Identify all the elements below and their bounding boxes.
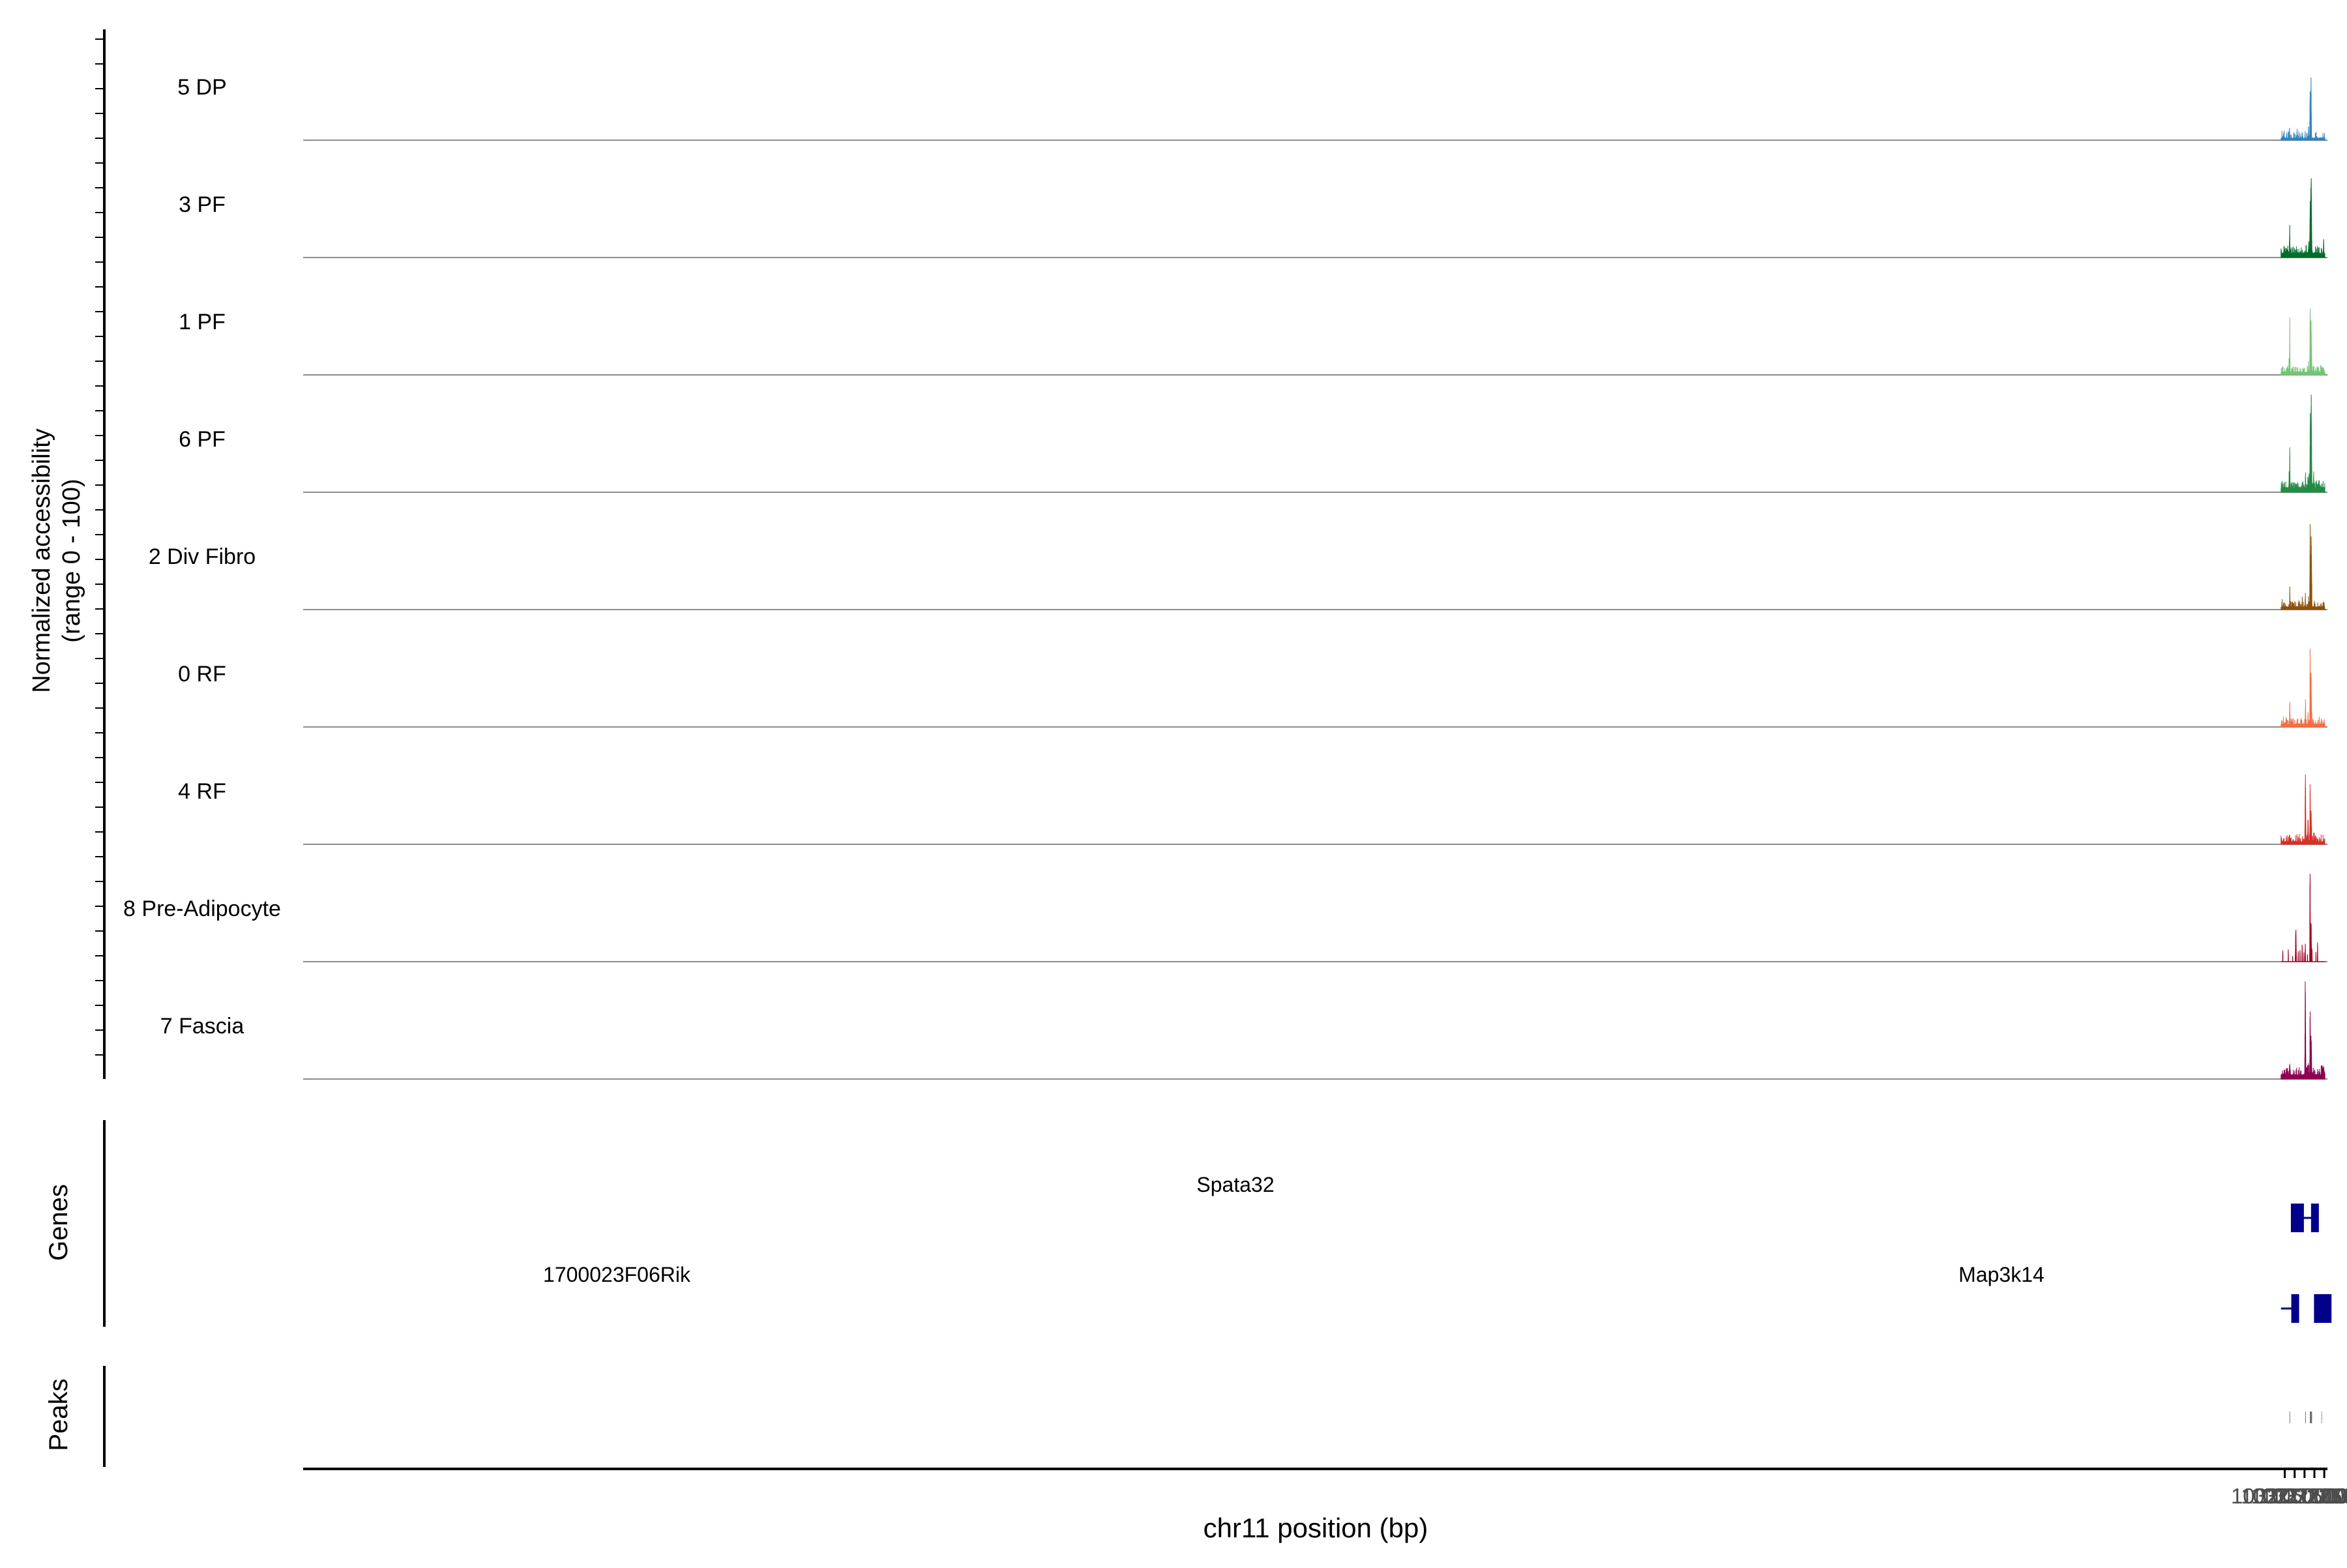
gene-label: 1700023F06Rik <box>543 1263 691 1286</box>
gene-spata32: Spata32 <box>1196 1173 2319 1232</box>
track-0-rf: 0 RF <box>178 649 2327 728</box>
peak-region <box>2310 1412 2312 1423</box>
x-tick-label: 103210000 <box>2241 1484 2347 1508</box>
x-tick-label: 103215000 <box>2251 1484 2347 1508</box>
exon-block <box>2295 1204 2304 1232</box>
gene-label: Map3k14 <box>1958 1263 2044 1286</box>
coverage-area <box>2281 649 2325 728</box>
exon-block <box>2324 1294 2332 1323</box>
x-axis: 1032050001032100001032150001032200001032… <box>303 1468 2347 1508</box>
x-tick-label: 103225000 <box>2271 1484 2347 1508</box>
coverage-area <box>2281 77 2325 141</box>
x-tick-label: 103220000 <box>2260 1484 2347 1508</box>
x-tick-label: 103205000 <box>2231 1484 2339 1508</box>
track-2-div-fibro: 2 Div Fibro <box>149 524 2327 610</box>
coverage-area <box>2281 308 2325 376</box>
track-1-pf: 1 PF <box>179 308 2327 376</box>
track-8-pre-adipocyte: 8 Pre-Adipocyte <box>123 874 2327 962</box>
coverage-tracks: 5 DP 3 PF 1 PF 6 PF 2 Div Fibro 0 RF 4 RF 8 Pre… <box>95 29 2327 1080</box>
track-label: 2 Div Fibro <box>149 544 256 569</box>
track-label: 7 Fascia <box>160 1014 244 1039</box>
gene-1700023f06rik: 1700023F06Rik <box>543 1263 2299 1323</box>
track-label: 0 RF <box>178 662 226 687</box>
peaks-panel <box>103 1366 2322 1467</box>
coverage-area <box>2281 874 2325 962</box>
track-6-pf: 6 PF <box>179 394 2327 493</box>
coverage-area <box>2281 178 2325 258</box>
exon-block <box>2310 1204 2319 1232</box>
track-label: 4 RF <box>178 779 226 804</box>
track-label: 5 DP <box>177 75 227 100</box>
track-label: 8 Pre-Adipocyte <box>123 896 281 921</box>
track-7-fascia: 7 Fascia <box>160 981 2327 1080</box>
coverage-area <box>2281 981 2325 1080</box>
gene-label: Spata32 <box>1196 1173 1274 1196</box>
peaks-panel-label: Peaks <box>44 1378 73 1451</box>
track-4-rf: 4 RF <box>178 774 2327 845</box>
exon-block <box>2291 1294 2299 1323</box>
track-5-dp: 5 DP <box>177 75 2327 141</box>
track-label: 3 PF <box>179 192 226 217</box>
x-axis-label: chr11 position (bp) <box>1203 1513 1428 1543</box>
gene-annotation-panel: Spata32 1700023F06Rik Map3k14 <box>103 1120 2332 1327</box>
peak-region <box>2305 1412 2306 1423</box>
track-label: 1 PF <box>179 310 226 334</box>
coverage-area <box>2281 774 2325 845</box>
y-axis-label-line2: (range 0 - 100) <box>58 479 85 642</box>
genes-panel-label: Genes <box>44 1184 73 1261</box>
gene-map3k14: Map3k14 <box>1958 1263 2332 1323</box>
coverage-area <box>2281 524 2325 610</box>
track-label: 6 PF <box>179 427 226 452</box>
y-axis-label-line1: Normalized accessibility <box>28 428 55 692</box>
track-3-pf: 3 PF <box>179 178 2327 258</box>
coverage-area <box>2281 394 2325 493</box>
